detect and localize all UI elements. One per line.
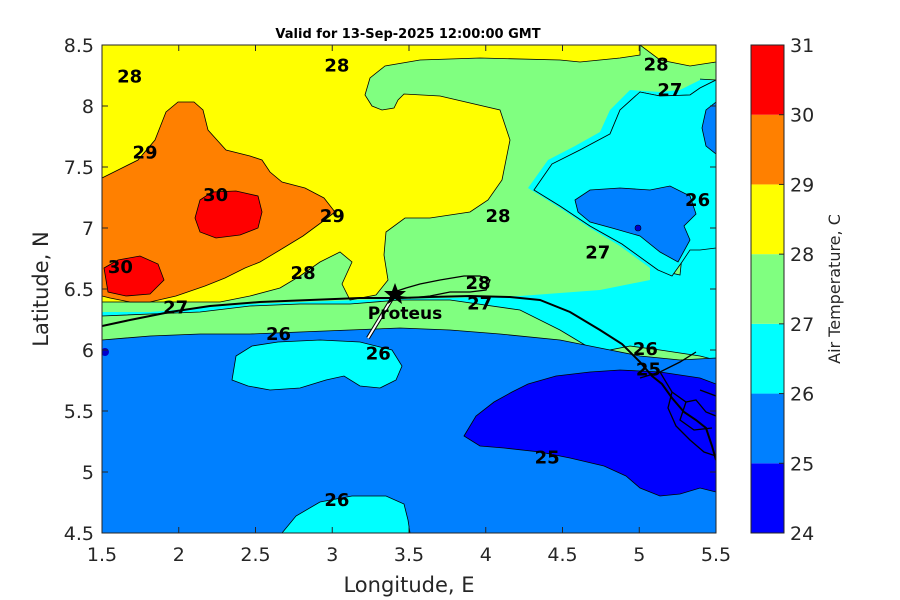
x-tick-label: 2.5 xyxy=(240,544,270,566)
y-tick-label: 6.5 xyxy=(64,279,94,301)
colorbar-segment xyxy=(751,45,784,115)
colorbar-tick-label: 25 xyxy=(790,453,814,475)
band-24-25 xyxy=(463,369,716,497)
colorbar-tick-label: 26 xyxy=(790,384,814,406)
colorbar-tick-label: 28 xyxy=(790,244,814,266)
band-30-31 xyxy=(194,190,263,239)
x-tick-label: 4 xyxy=(480,544,492,566)
site-label: Proteus xyxy=(368,304,442,324)
y-tick-label: 7 xyxy=(82,218,94,240)
band-26-27 xyxy=(231,339,403,391)
contour-label: 27 xyxy=(163,297,188,318)
contour-label: 25 xyxy=(535,447,560,468)
y-axis: 4.5 5 5.5 6 6.5 7 7.5 8 8.5 xyxy=(64,35,716,545)
contour-label: 26 xyxy=(324,490,349,511)
colorbar-label: Air Temperature, C xyxy=(825,214,844,364)
colorbar-segment xyxy=(751,393,784,464)
x-tick-label: 5.5 xyxy=(701,544,731,566)
contour-label: 28 xyxy=(485,206,510,227)
colorbar-segment xyxy=(751,114,784,185)
band-28-29 xyxy=(639,45,716,67)
y-tick-label: 7.5 xyxy=(64,157,94,179)
contour-label: 30 xyxy=(108,257,133,278)
site-marker-proteus: Proteus xyxy=(366,283,442,340)
colorbar-tick-label: 30 xyxy=(790,105,814,127)
y-axis-label: Latitude, N xyxy=(29,231,53,347)
contour-label: 28 xyxy=(291,263,316,284)
contour-label: 29 xyxy=(132,142,157,163)
colorbar-segment xyxy=(751,323,784,394)
x-tick-label: 1.5 xyxy=(87,544,117,566)
contour-map xyxy=(102,45,716,533)
band-25-26 xyxy=(701,101,716,155)
colorbar-segment xyxy=(751,254,784,324)
contour-label: 27 xyxy=(657,80,682,101)
contour-label: 28 xyxy=(117,67,142,88)
contour-label: 26 xyxy=(633,339,658,360)
y-tick-label: 8.5 xyxy=(64,35,94,57)
y-tick-label: 5 xyxy=(82,462,94,484)
coastline xyxy=(102,294,716,461)
contour-label: 26 xyxy=(685,190,710,211)
contour-label: 28 xyxy=(466,273,491,294)
x-axis: 1.5 2 2.5 3 3.5 4 4.5 5 5.5 xyxy=(87,45,731,566)
x-axis-label: Longitude, E xyxy=(343,573,474,597)
lagoon-outline xyxy=(393,275,491,299)
colorbar-tick-label: 29 xyxy=(790,174,814,196)
colorbar-frame xyxy=(750,44,785,534)
y-tick-label: 6 xyxy=(82,340,94,362)
x-tick-label: 5 xyxy=(633,544,645,566)
y-tick-label: 8 xyxy=(82,96,94,118)
contour-label: 29 xyxy=(320,206,345,227)
band-25-26 xyxy=(574,185,697,263)
contour-label: 25 xyxy=(636,360,661,381)
colorbar-segment xyxy=(751,463,784,533)
contour-label: 26 xyxy=(366,344,391,365)
colorbar-tick-label: 24 xyxy=(790,523,814,545)
colorbar-segment xyxy=(751,184,784,255)
contour-label: 30 xyxy=(203,185,228,206)
x-tick-label: 4.5 xyxy=(547,544,577,566)
contour-label: 27 xyxy=(585,242,610,263)
y-tick-label: 5.5 xyxy=(64,401,94,423)
contour-label: 27 xyxy=(467,294,492,315)
y-tick-label: 4.5 xyxy=(64,523,94,545)
band-30-31 xyxy=(103,255,165,297)
x-tick-label: 2 xyxy=(173,544,185,566)
colorbar-tick-label: 27 xyxy=(790,314,814,336)
contour-label: 28 xyxy=(644,55,669,76)
band-25-26 xyxy=(634,224,642,232)
x-tick-label: 3 xyxy=(326,544,338,566)
river-delta xyxy=(639,351,716,457)
colorbar-tick-label: 31 xyxy=(790,35,814,57)
chart-title: Valid for 13-Sep-2025 12:00:00 GMT xyxy=(275,27,540,42)
contour-label: 28 xyxy=(324,56,349,77)
colorbar: 24 25 26 27 28 29 30 31 xyxy=(750,35,814,545)
x-tick-label: 3.5 xyxy=(394,544,424,566)
contour-label: 26 xyxy=(266,324,291,345)
site-star-icon xyxy=(384,283,406,304)
